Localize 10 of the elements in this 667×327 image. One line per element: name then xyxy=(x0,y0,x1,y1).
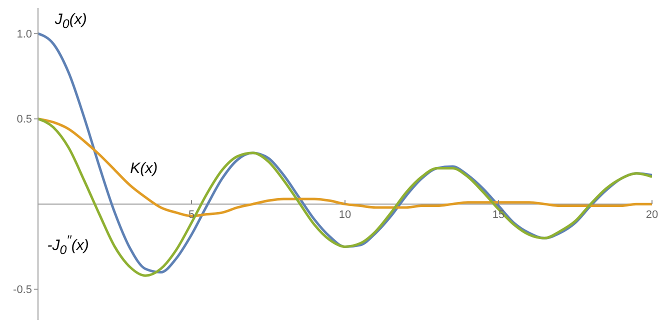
series-label: K(x) xyxy=(130,160,158,178)
y-tick-label: 1.0 xyxy=(16,28,32,40)
y-tick-label: 0.5 xyxy=(16,114,32,126)
x-tick-label: 10 xyxy=(338,209,352,222)
x-tick-label: 20 xyxy=(646,209,658,222)
x-tick-label: 5 xyxy=(188,209,195,222)
series-label: J$_{0}$(x) xyxy=(54,11,87,34)
y-tick-label: -0.5 xyxy=(13,284,32,296)
x-tick-label: 15 xyxy=(492,209,505,222)
series-label: -J$_{0}$$^{′′}$(x) xyxy=(47,232,89,260)
